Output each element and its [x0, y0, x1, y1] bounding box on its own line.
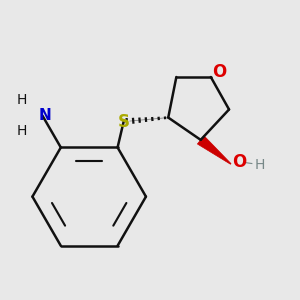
Text: O: O [212, 63, 226, 81]
Text: O: O [232, 153, 247, 171]
Text: H: H [17, 94, 28, 107]
Text: S: S [118, 112, 130, 130]
Text: N: N [38, 108, 51, 123]
Text: H: H [17, 124, 28, 138]
Polygon shape [197, 136, 231, 164]
Text: H: H [255, 158, 265, 172]
